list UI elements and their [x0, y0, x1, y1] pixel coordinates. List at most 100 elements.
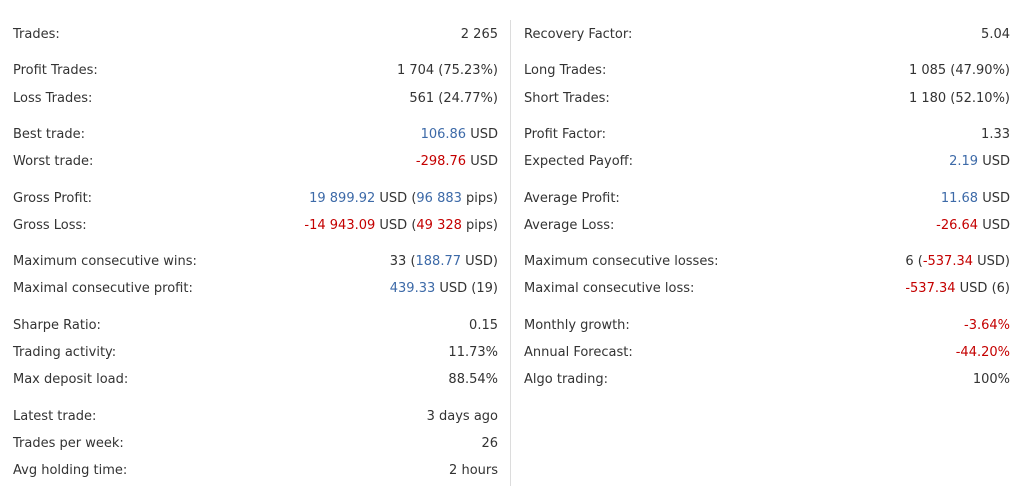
stat-label: Best trade:	[13, 126, 85, 142]
stat-value: 5.04	[981, 26, 1010, 44]
value-part: 1 085 (47.90%)	[908, 63, 1010, 79]
stat-label: Algo trading:	[524, 372, 608, 388]
value-part: 26	[481, 435, 498, 451]
value-part: 0.15	[469, 317, 498, 333]
value-part: 1 704 (75.23%)	[396, 63, 498, 79]
stat-label: Profit Trades:	[13, 63, 98, 79]
stat-value: -14 943.09 USD (49 328 pips)	[304, 217, 498, 235]
value-part: USD (6)	[955, 281, 1010, 297]
value-part: -3.64%	[964, 317, 1010, 333]
stat-value: 1.33	[981, 126, 1010, 144]
value-part: -26.64	[936, 217, 979, 233]
stat-label: Average Profit:	[524, 190, 620, 206]
stat-label: Worst trade:	[13, 154, 94, 170]
stat-label: Maximal consecutive loss:	[524, 281, 695, 297]
stat-value: 0.15	[469, 317, 498, 335]
value-part: 1 180 (52.10%)	[908, 90, 1010, 106]
stat-value: 100%	[973, 371, 1010, 389]
column-divider	[510, 20, 511, 486]
stat-value: 19 899.92 USD (96 883 pips)	[309, 190, 498, 208]
stat-value: 11.68 USD	[941, 190, 1010, 208]
value-part: USD)	[973, 254, 1010, 270]
value-part: USD	[978, 154, 1010, 170]
stat-label: Maximum consecutive wins:	[13, 254, 197, 270]
value-part: 2 hours	[449, 463, 498, 479]
stat-value: 33 (188.77 USD)	[390, 253, 498, 271]
stat-value: 3 days ago	[427, 408, 498, 426]
stat-value: 1 180 (52.10%)	[909, 90, 1010, 108]
stat-value: -3.64%	[964, 317, 1010, 335]
stat-value: 26	[481, 435, 498, 453]
stat-label: Long Trades:	[524, 63, 607, 79]
stat-value: 439.33 USD (19)	[390, 280, 498, 298]
value-part: 561 (24.77%)	[409, 90, 498, 106]
stat-label: Annual Forecast:	[524, 345, 633, 360]
stat-value: 106.86 USD	[421, 126, 498, 144]
stat-label: Trades per week:	[13, 435, 124, 451]
value-part: 49 328	[416, 217, 462, 233]
value-part: 88.54%	[448, 372, 498, 388]
stat-value: 561 (24.77%)	[409, 90, 498, 108]
value-part: 188.77	[415, 254, 462, 270]
stat-label: Expected Payoff:	[524, 154, 633, 170]
stat-label: Maximum consecutive losses:	[524, 254, 719, 270]
value-part: 33 (	[389, 254, 416, 270]
value-part: 19 899.92	[309, 190, 376, 206]
stat-label: Monthly growth:	[524, 317, 630, 333]
stat-value: 2 hours	[449, 462, 498, 480]
stat-value: 1 704 (75.23%)	[397, 62, 498, 80]
stat-value: 11.73%	[448, 344, 498, 362]
value-part: -14 943.09	[304, 217, 376, 233]
stat-label: Gross Profit:	[13, 190, 93, 206]
value-part: USD	[466, 154, 498, 170]
value-part: USD (	[375, 217, 417, 233]
value-part: 11.68	[940, 190, 979, 206]
value-part: USD	[978, 217, 1010, 233]
stat-value: 88.54%	[448, 371, 498, 389]
value-part: USD	[466, 126, 498, 142]
value-part: pips)	[461, 190, 498, 206]
stat-value: 2 265	[461, 26, 498, 44]
value-part: 5.04	[981, 27, 1010, 42]
stat-label: Recovery Factor:	[524, 27, 633, 42]
stat-label: Trades:	[13, 27, 60, 42]
stat-label: Average Loss:	[524, 217, 615, 233]
stat-label: Short Trades:	[524, 90, 610, 106]
value-part: 1.33	[981, 126, 1010, 142]
stat-label: Latest trade:	[13, 408, 97, 424]
value-part: USD	[978, 190, 1010, 206]
stat-label: Maximal consecutive profit:	[13, 281, 193, 297]
value-part: 6 (	[905, 254, 923, 270]
stat-value: 1 085 (47.90%)	[909, 62, 1010, 80]
value-part: 106.86	[420, 126, 467, 142]
stat-label: Gross Loss:	[13, 217, 87, 233]
value-part: -44.20%	[955, 345, 1010, 360]
stat-value: -298.76 USD	[416, 153, 498, 171]
value-part: 100%	[972, 372, 1010, 388]
stat-value: 6 (-537.34 USD)	[905, 253, 1010, 271]
stat-label: Profit Factor:	[524, 126, 606, 142]
value-part: 96 883	[416, 190, 462, 206]
value-part: 439.33	[389, 281, 436, 297]
stat-label: Trading activity:	[13, 345, 117, 360]
value-part: pips)	[461, 217, 498, 233]
value-part: USD (	[375, 190, 417, 206]
stat-value: -537.34 USD (6)	[905, 280, 1010, 298]
value-part: 3 days ago	[426, 408, 498, 424]
stat-value: -44.20%	[956, 344, 1010, 362]
value-part: 2.19	[949, 154, 979, 170]
value-part: -537.34	[922, 254, 974, 270]
stat-value: 2.19 USD	[949, 153, 1010, 171]
value-part: 11.73%	[448, 345, 498, 360]
value-part: -298.76	[415, 154, 467, 170]
stat-label: Sharpe Ratio:	[13, 317, 101, 333]
stat-label: Max deposit load:	[13, 372, 129, 388]
value-part: USD (19)	[435, 281, 498, 297]
value-part: -537.34	[905, 281, 956, 297]
stat-label: Avg holding time:	[13, 463, 128, 479]
value-part: 2 265	[460, 27, 498, 42]
stat-label: Loss Trades:	[13, 90, 93, 106]
stat-value: -26.64 USD	[936, 217, 1010, 235]
value-part: USD)	[461, 254, 498, 270]
